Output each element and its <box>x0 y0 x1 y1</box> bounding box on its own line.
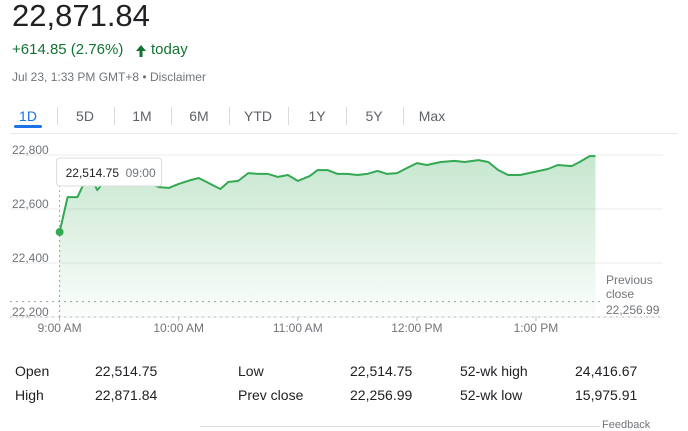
tab-underline <box>14 125 42 128</box>
price-change: +614.85 (2.76%) <box>12 41 124 58</box>
tab-separator <box>346 107 347 125</box>
stat-label: 52-wk low <box>460 387 523 403</box>
stat-value: 24,416.67 <box>575 363 638 379</box>
y-tick-label: 22,400 <box>12 251 49 265</box>
tooltip-box <box>56 157 163 187</box>
divider <box>10 133 678 134</box>
price: 22,871.84 <box>12 0 150 33</box>
x-tick-label: 12:00 PM <box>391 321 442 335</box>
chart: 22,200 22,400 22,600 22,800 9:00 AM 10:00 AM 1… <box>10 143 663 335</box>
range-tab[interactable]: 1M <box>132 108 152 124</box>
range-tab[interactable]: 5D <box>76 108 94 124</box>
range-tab[interactable]: Max <box>418 108 446 124</box>
stat-value: 22,514.75 <box>350 363 413 379</box>
range-tab[interactable]: YTD <box>244 108 272 124</box>
feedback-link[interactable]: Feedback <box>602 419 651 431</box>
stat-label: Prev close <box>238 387 304 403</box>
area-fill <box>59 156 596 317</box>
stat-value: 15,975.91 <box>575 387 638 403</box>
range-tab[interactable]: 1D <box>19 108 37 124</box>
x-tick-label: 9:00 AM <box>38 321 82 335</box>
y-tick-label: 22,800 <box>12 143 49 157</box>
hover-point <box>55 228 64 237</box>
tab-separator <box>171 107 172 125</box>
stat-value: 22,871.84 <box>95 387 158 403</box>
range-tab[interactable]: 1Y <box>308 108 326 124</box>
tab-separator <box>229 107 230 125</box>
stat-value: 22,256.99 <box>350 387 413 403</box>
timestamp-row: Jul 23, 1:33 PM GMT+8 • Disclaimer <box>12 70 206 84</box>
y-tick-label: 22,600 <box>12 197 49 211</box>
stat-label: High <box>15 387 44 403</box>
reference-label: Previous close <box>606 273 653 301</box>
x-tick-label: 11:00 AM <box>273 321 323 335</box>
stat-label: 52-wk high <box>460 363 528 379</box>
reference-value: 22,256.99 <box>606 303 660 317</box>
x-tick-label: 1:00 PM <box>514 321 559 335</box>
range-tab[interactable]: 5Y <box>365 108 383 124</box>
stat-label: Open <box>15 363 50 379</box>
tooltip-value: 22,514.75 <box>66 166 120 180</box>
stat-label: Low <box>238 363 264 379</box>
stat-value: 22,514.75 <box>95 363 158 379</box>
tab-separator <box>57 107 58 125</box>
up-arrow-icon <box>136 45 146 57</box>
tab-separator <box>403 107 404 125</box>
timestamp: Jul 23, 1:33 PM GMT+8 • <box>12 70 150 84</box>
tooltip-time: 09:00 <box>126 166 156 180</box>
range-tab[interactable]: 6M <box>189 108 209 124</box>
tab-separator <box>114 107 115 125</box>
disclaimer-link[interactable]: Disclaimer <box>149 70 206 84</box>
x-tick-label: 10:00 AM <box>153 321 204 335</box>
tab-separator <box>288 107 289 125</box>
period: today <box>151 41 188 58</box>
footer-line <box>200 426 600 427</box>
y-tick-label: 22,200 <box>12 305 49 319</box>
